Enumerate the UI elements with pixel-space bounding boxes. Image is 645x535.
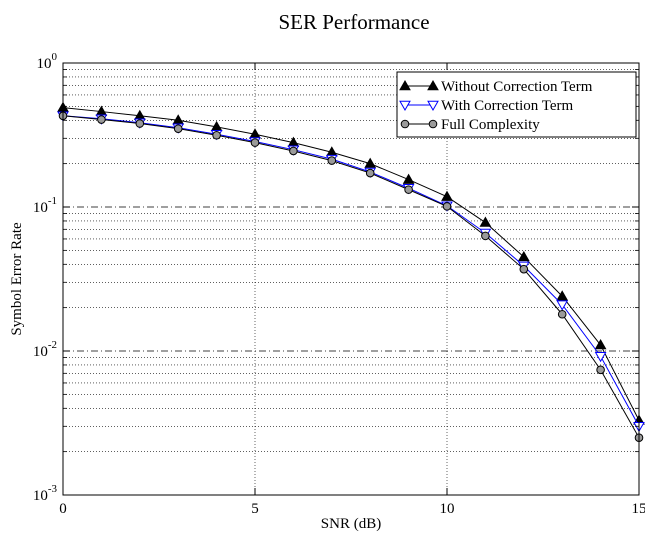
series-line xyxy=(62,107,640,421)
marker-triangle-up xyxy=(399,79,411,91)
x-tick-label: 5 xyxy=(251,501,259,517)
marker-circle xyxy=(519,264,529,274)
chart-title: SER Performance xyxy=(278,10,429,34)
marker-circle xyxy=(97,115,106,124)
legend: Without Correction Term With Correction T… xyxy=(396,71,637,138)
marker-circle xyxy=(442,202,452,211)
marker-circle xyxy=(327,156,337,165)
marker-circle xyxy=(365,168,375,178)
marker-circle xyxy=(173,124,183,133)
y-tick-label: 10-1 xyxy=(33,195,57,216)
series-layer xyxy=(57,101,645,442)
axis-ticks: 100 10-1 10-2 10-30 5 10 15 xyxy=(33,51,645,517)
marker-triangle-up xyxy=(517,250,530,262)
marker-circle xyxy=(404,185,413,194)
series-line xyxy=(62,115,640,427)
marker-triangle-down xyxy=(427,100,439,112)
marker-circle xyxy=(289,146,298,156)
marker-triangle-up xyxy=(427,79,439,91)
marker-circle xyxy=(481,231,490,241)
x-tick-label: 10 xyxy=(440,501,455,517)
legend-label: Full Complexity xyxy=(441,117,540,133)
marker-triangle-up xyxy=(594,339,607,350)
marker-circle xyxy=(557,309,567,319)
series-line xyxy=(62,115,640,438)
marker-triangle-up xyxy=(364,157,377,168)
marker-circle xyxy=(428,119,438,129)
marker-circle xyxy=(135,119,145,128)
marker-circle xyxy=(250,138,260,147)
series-1 xyxy=(57,111,645,433)
legend-label: Without Correction Term xyxy=(441,79,593,95)
marker-triangle-up xyxy=(402,173,415,184)
plot-frame xyxy=(62,62,640,496)
y-tick-label: 10-3 xyxy=(33,483,58,504)
marker-triangle-down xyxy=(594,351,607,363)
series-2 xyxy=(58,111,644,442)
y-tick-label: 100 xyxy=(37,51,58,72)
x-tick-label: 15 xyxy=(632,501,645,517)
x-tick-label: 0 xyxy=(59,501,67,517)
marker-triangle-up xyxy=(556,290,569,301)
legend-box xyxy=(396,71,637,138)
y-axis-label: Symbol Error Rate xyxy=(9,222,25,336)
marker-circle xyxy=(596,365,605,375)
marker-triangle-up xyxy=(441,190,453,201)
y-tick-label: 10-2 xyxy=(33,339,57,360)
marker-circle xyxy=(212,130,221,140)
series-0 xyxy=(57,101,645,425)
x-axis-label: SNR (dB) xyxy=(321,516,381,532)
marker-triangle-down xyxy=(399,100,411,112)
marker-circle xyxy=(400,119,410,129)
legend-label: With Correction Term xyxy=(441,98,574,114)
marker-triangle-down xyxy=(556,300,569,311)
marker-triangle-up xyxy=(479,216,492,227)
